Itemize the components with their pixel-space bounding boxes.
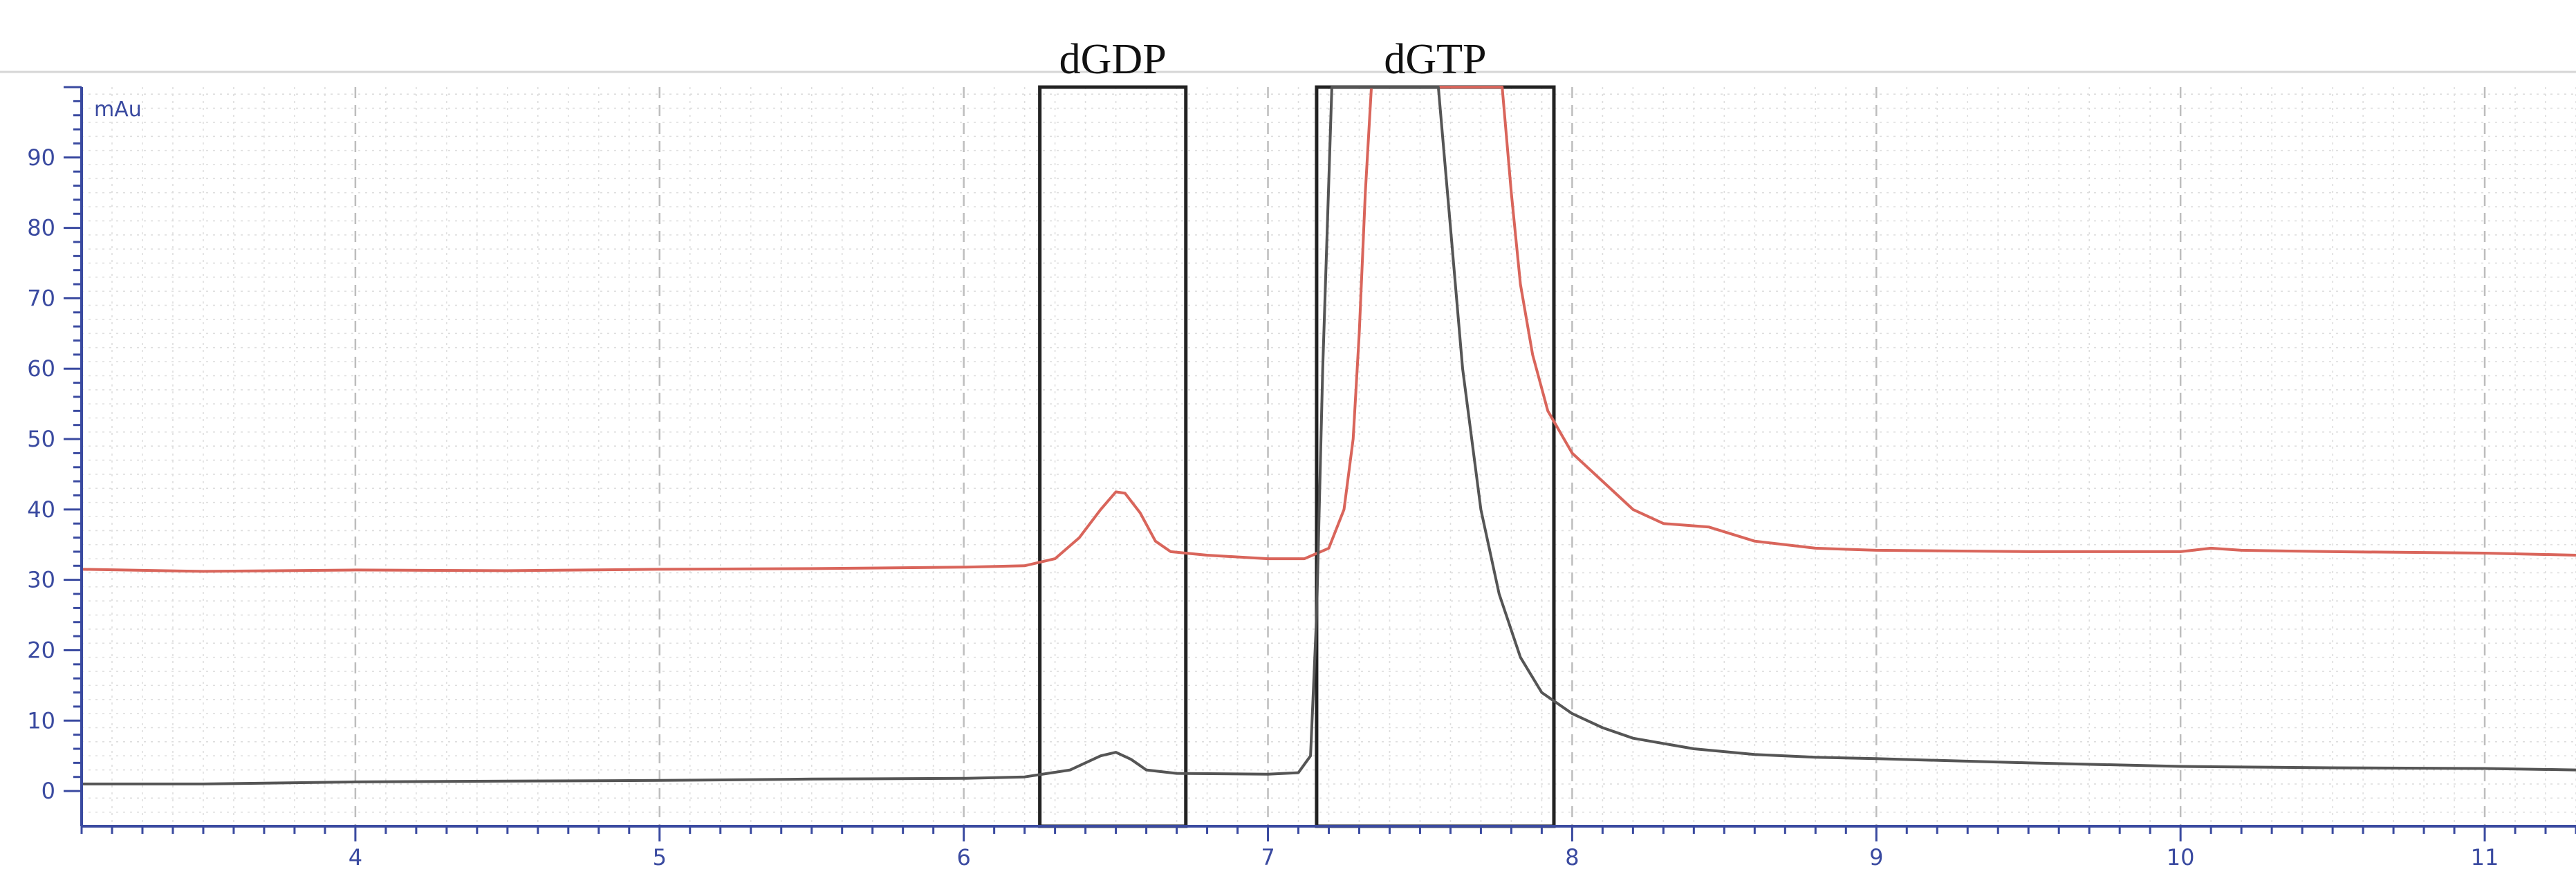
y-tick-label: 40 [27,496,55,523]
y-tick-label: 60 [27,355,55,382]
peak-label-dgdp: dGDP [1059,36,1167,83]
y-axis-ticks: 0 10 20 30 40 50 60 70 80 90 [27,86,82,804]
x-tick-label: 4 [349,844,362,870]
y-tick-label: 0 [41,778,55,804]
black-trace [82,86,2576,785]
y-tick-label: 50 [27,426,55,452]
x-tick-label: 6 [956,844,970,870]
y-tick-label: 10 [27,707,55,734]
x-tick-label: 11 [2471,844,2499,870]
peak-labels: dGDP dGTP [1059,36,1487,83]
x-axis-ticks: 4 5 6 7 8 9 10 11 [80,826,2576,870]
x-tick-label: 9 [1869,844,1883,870]
y-axis-unit-label: mAu [94,97,142,122]
chromatogram-traces [81,86,2576,785]
x-tick-label: 10 [2167,844,2195,870]
peak-label-dgtp: dGTP [1384,36,1486,83]
y-tick-label: 70 [27,285,55,311]
red-trace [81,86,2576,573]
y-tick-label: 80 [27,215,55,241]
y-tick-label: 20 [27,637,55,663]
x-tick-label: 5 [653,844,667,870]
y-tick-label: 90 [27,145,55,171]
x-tick-label: 8 [1565,844,1579,870]
plot-grid [81,87,2576,827]
y-tick-label: 30 [27,567,55,593]
x-tick-label: 7 [1261,844,1275,870]
peak-annotation-boxes [1038,85,1556,828]
peak-box-dgdp [1038,85,1188,828]
